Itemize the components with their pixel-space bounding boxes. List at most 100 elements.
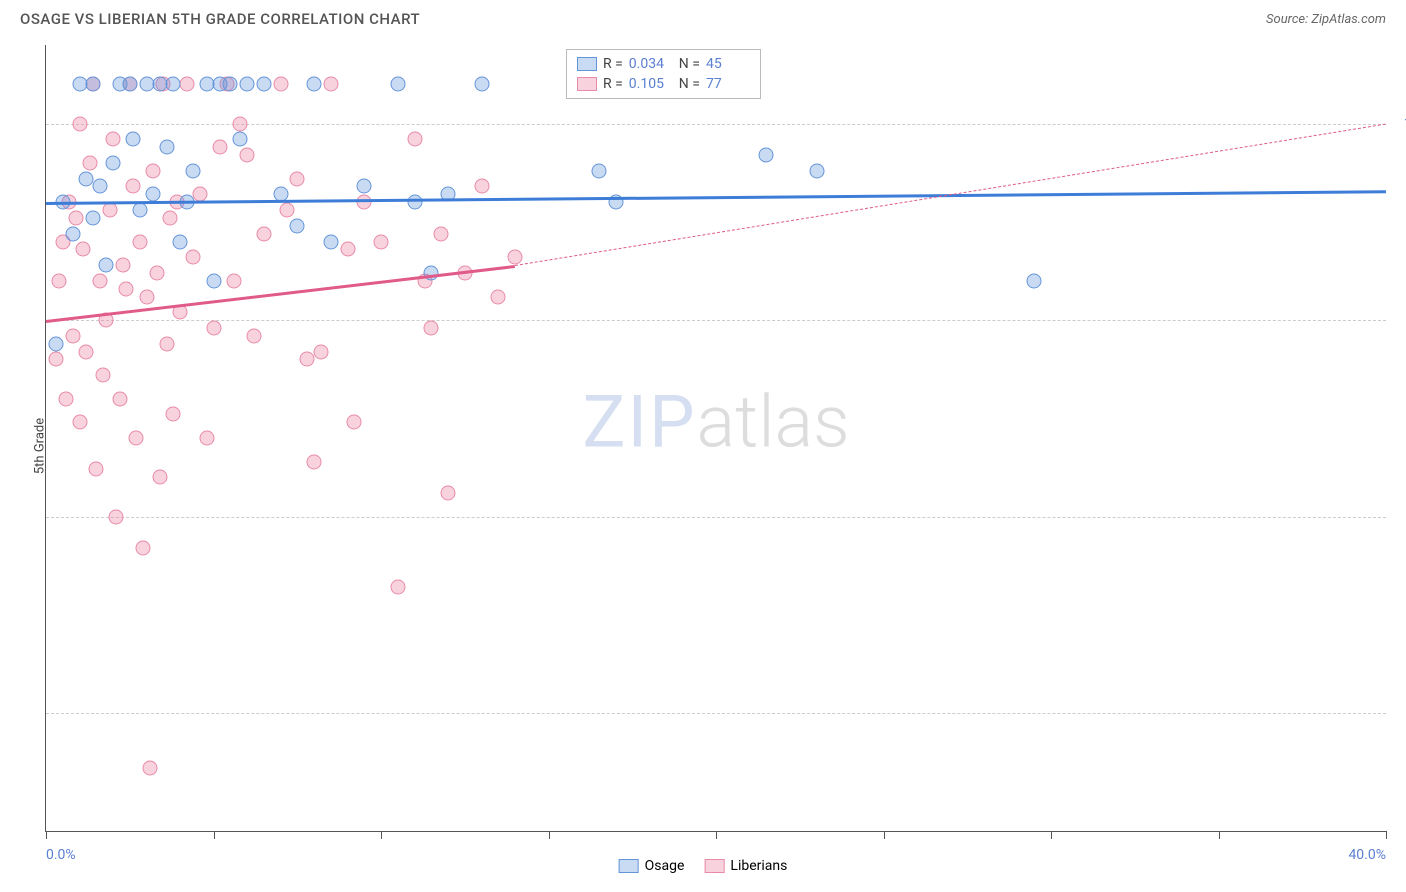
liberians-r-value: 0.105 [629, 76, 673, 92]
liberians-point [166, 407, 181, 422]
liberians-point [159, 336, 174, 351]
liberians-point [407, 132, 422, 147]
x-axis-min-label: 0.0% [46, 847, 76, 863]
osage-point [223, 77, 238, 92]
liberians-point [508, 250, 523, 265]
liberians-trendline [46, 265, 515, 323]
liberians-point [119, 281, 134, 296]
liberians-point [213, 140, 228, 155]
osage-point [49, 336, 64, 351]
liberians-point [162, 210, 177, 225]
liberians-point [226, 273, 241, 288]
liberians-point [152, 470, 167, 485]
liberians-point [233, 116, 248, 131]
liberians-point [59, 391, 74, 406]
x-tick [716, 831, 717, 839]
liberians-legend-label: Liberians [730, 858, 787, 874]
osage-point [390, 77, 405, 92]
liberians-point [79, 344, 94, 359]
liberians-point [136, 541, 151, 556]
liberians-point [491, 289, 506, 304]
liberians-point [82, 155, 97, 170]
osage-point [85, 210, 100, 225]
osage-point [1027, 273, 1042, 288]
osage-point [99, 258, 114, 273]
liberians-point [109, 509, 124, 524]
liberians-point [280, 203, 295, 218]
liberians-point [300, 352, 315, 367]
liberians-point [434, 226, 449, 241]
osage-point [186, 163, 201, 178]
osage-point [290, 218, 305, 233]
osage-point [407, 195, 422, 210]
osage-point [809, 163, 824, 178]
liberians-point [240, 148, 255, 163]
x-tick [549, 831, 550, 839]
liberians-point [246, 328, 261, 343]
liberians-point [179, 77, 194, 92]
liberians-point [139, 289, 154, 304]
liberians-point [116, 258, 131, 273]
liberians-point [92, 273, 107, 288]
source-attribution: Source: ZipAtlas.com [1266, 12, 1386, 27]
liberians-point [142, 761, 157, 776]
osage-point [240, 77, 255, 92]
liberians-point [323, 77, 338, 92]
liberians-point [112, 391, 127, 406]
series-legend: Osage Liberians [619, 858, 788, 874]
osage-n-value: 45 [706, 56, 750, 72]
scatter-plot-area: ZIPatlas R = 0.034 N = 45 R = 0.105 N = … [45, 45, 1386, 832]
liberians-point [256, 226, 271, 241]
osage-point [132, 203, 147, 218]
osage-point [126, 132, 141, 147]
liberians-point [193, 187, 208, 202]
liberians-point [424, 320, 439, 335]
liberians-point [313, 344, 328, 359]
liberians-trendline-extrapolated [515, 124, 1386, 266]
liberians-point [340, 242, 355, 257]
osage-swatch-icon [577, 57, 597, 71]
liberians-point [102, 203, 117, 218]
chart-title: OSAGE VS LIBERIAN 5TH GRADE CORRELATION … [20, 10, 420, 28]
osage-point [146, 187, 161, 202]
liberians-point [441, 486, 456, 501]
liberians-point [199, 431, 214, 446]
stats-row-liberians: R = 0.105 N = 77 [577, 74, 750, 94]
n-label: N = [679, 56, 700, 72]
liberians-point [273, 77, 288, 92]
osage-point [307, 77, 322, 92]
r-label: R = [603, 76, 623, 92]
watermark: ZIPatlas [582, 380, 849, 465]
osage-legend-label: Osage [645, 858, 685, 874]
liberians-swatch-icon [577, 77, 597, 91]
n-label: N = [679, 76, 700, 92]
x-tick [46, 831, 47, 839]
stats-legend: R = 0.034 N = 45 R = 0.105 N = 77 [566, 49, 761, 99]
liberians-point [132, 234, 147, 249]
osage-point [206, 273, 221, 288]
liberians-point [186, 250, 201, 265]
liberians-point [290, 171, 305, 186]
osage-point [256, 77, 271, 92]
osage-point [85, 77, 100, 92]
legend-item-osage: Osage [619, 858, 685, 874]
liberians-point [52, 273, 67, 288]
x-tick [1219, 831, 1220, 839]
liberians-point [106, 132, 121, 147]
liberians-point [65, 328, 80, 343]
osage-point [166, 77, 181, 92]
osage-swatch-icon [619, 859, 639, 873]
osage-point [159, 140, 174, 155]
osage-r-value: 0.034 [629, 56, 673, 72]
osage-point [106, 155, 121, 170]
osage-point [591, 163, 606, 178]
liberians-point [374, 234, 389, 249]
gridline [46, 517, 1386, 518]
liberians-point [474, 179, 489, 194]
liberians-point [390, 580, 405, 595]
osage-trendline [46, 190, 1386, 205]
osage-point [759, 148, 774, 163]
liberians-swatch-icon [704, 859, 724, 873]
liberians-point [95, 368, 110, 383]
x-tick [884, 831, 885, 839]
